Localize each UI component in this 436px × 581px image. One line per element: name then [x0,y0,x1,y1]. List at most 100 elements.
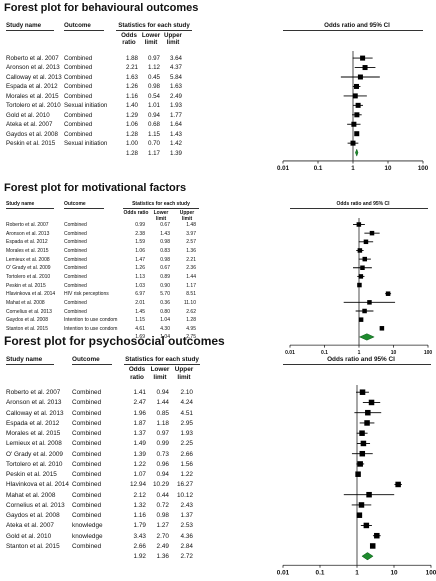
study-name-cell: Morales et al. 2015 [6,247,49,254]
panel-title: Forest plot for psychosocial outcomes [4,334,225,348]
upper-limit-cell: 2.21 [186,256,196,263]
stats-header-underline [123,208,199,209]
outcome-cell: Combined [72,419,102,427]
upper-limit-cell: 3.64 [169,55,182,62]
odds-ratio-cell: 2.01 [135,299,145,306]
summary-odds-ratio: 1.28 [125,149,138,157]
lower-limit-cell: 0.94 [147,111,160,119]
study-name-cell: Espada et al. 2012 [6,419,60,427]
upper-limit-cell: 1.28 [186,317,196,324]
study-name-cell: Morales et al. 2015 [6,430,61,437]
upper-limit-header: Upper limit [179,210,195,222]
study-name-cell: Mahat et al. 2008 [6,299,45,306]
outcome-cell: Sexual initiation [64,140,108,148]
study-name-cell: Stanton et al. 2015 [6,325,48,332]
odds-ratio-marker [359,389,366,395]
odds-ratio-marker [374,532,380,539]
plot-header-underline [290,208,428,209]
summary-odds-ratio: 1.69 [135,334,145,341]
outcome-cell: Combined [64,130,93,138]
odds-ratio-cell: 1.15 [135,317,145,324]
upper-limit-cell: 8.51 [186,291,196,298]
odds-ratio-cell: 1.28 [125,130,138,138]
summary-upper-limit: 2.72 [180,553,193,560]
lower-limit-cell: 0.72 [156,501,169,509]
odds-ratio-marker [363,522,370,529]
upper-limit-cell: 1.37 [180,512,193,519]
upper-limit-cell: 2.62 [186,308,196,315]
study-name-cell: Gold et al. 2010 [6,111,50,119]
odds-ratio-cell: 1.22 [133,460,146,468]
odds-ratio-cell: 2.12 [133,491,146,499]
x-tick-label: 100 [424,350,433,356]
plot-header: Odds ratio and 95% CI [336,201,390,207]
upper-limit-cell: 4.36 [180,532,193,540]
x-tick-label: 0.01 [277,165,290,172]
odds-ratio-cell: 1.79 [133,522,146,530]
lower-limit-cell: 0.94 [156,471,169,478]
odds-ratio-cell: 6.97 [135,291,145,298]
x-tick-label: 0.01 [277,569,290,576]
odds-ratio-cell: 1.59 [135,239,145,246]
lower-limit-cell: 5.70 [160,291,170,298]
study-name-cell: Tortolero et al. 2010 [6,102,61,110]
study-name-cell: Roberto et al. 2007 [6,55,59,62]
odds-ratio-cell: 1.49 [133,440,146,448]
upper-limit-cell: 16.27 [177,481,193,489]
lower-limit-cell: 1.12 [147,64,160,72]
odds-ratio-marker [358,274,364,279]
outcome-cell: Combined [64,308,87,315]
odds-ratio-cell: 1.06 [135,247,145,254]
upper-limit-cell: 1.44 [186,273,196,280]
odds-ratio-marker [385,291,391,296]
summary-lower-limit: 1.36 [156,553,169,560]
outcome-header: Outcome [64,22,91,29]
odds-ratio-marker [379,326,385,331]
odds-ratio-marker [365,409,371,416]
odds-ratio-marker [357,74,363,80]
odds-ratio-marker [369,230,375,236]
upper-limit-cell: 2.10 [180,389,193,396]
odds-ratio-cell: 1.63 [125,73,138,81]
plot-header-underline [283,364,431,366]
upper-limit-cell: 1.63 [169,83,182,91]
odds-ratio-marker [354,83,360,89]
study-name-cell: Cornelius et al. 2013 [6,308,52,315]
odds-ratio-cell: 1.07 [133,471,146,478]
outcome-header-underline [72,364,112,366]
lower-limit-cell: 1.15 [147,130,160,138]
odds-ratio-marker [358,502,365,508]
odds-ratio-marker [357,248,363,253]
odds-ratio-marker [357,282,362,288]
panel-title: Forest plot for motivational factors [4,182,187,194]
summary-odds-ratio: 1.92 [133,553,146,560]
study-name-cell: O' Grady et al. 2009 [6,450,63,458]
odds-ratio-marker [369,543,376,549]
summary-upper-limit: 2.75 [186,334,196,341]
lower-limit-cell: 0.73 [156,450,169,458]
outcome-cell: Intention to use condom [64,325,118,332]
odds-ratio-cell: 1.39 [133,450,146,458]
study-name-cell: Lemieux et al. 2008 [6,256,50,263]
outcome-cell: Combined [72,460,102,468]
statistics-header: Statistics for each study [132,201,190,207]
summary-diamond [361,552,374,561]
odds-ratio-marker [359,430,365,436]
lower-limit-cell: 1.01 [147,102,160,110]
lower-limit-cell: 0.98 [160,256,170,263]
lower-limit-cell: 1.04 [160,317,170,324]
study-header-underline [6,364,54,366]
odds-ratio-marker [356,222,362,227]
upper-limit-cell: 2.36 [186,265,196,272]
lower-limit-cell: 1.27 [156,522,169,530]
study-name-cell: Mahat et al. 2008 [6,491,56,499]
odds-ratio-cell: 1.06 [125,121,138,129]
lower-limit-cell: 0.96 [156,460,169,468]
upper-limit-cell: 1.36 [186,247,196,254]
outcome-cell: knowledge [72,522,103,530]
lower-limit-header: Lower limit [141,32,161,47]
upper-limit-cell: 2.43 [180,501,193,509]
odds-ratio-cell: 3.43 [133,532,146,540]
odds-ratio-cell: 1.40 [125,102,138,110]
upper-limit-cell: 4.51 [180,409,193,417]
